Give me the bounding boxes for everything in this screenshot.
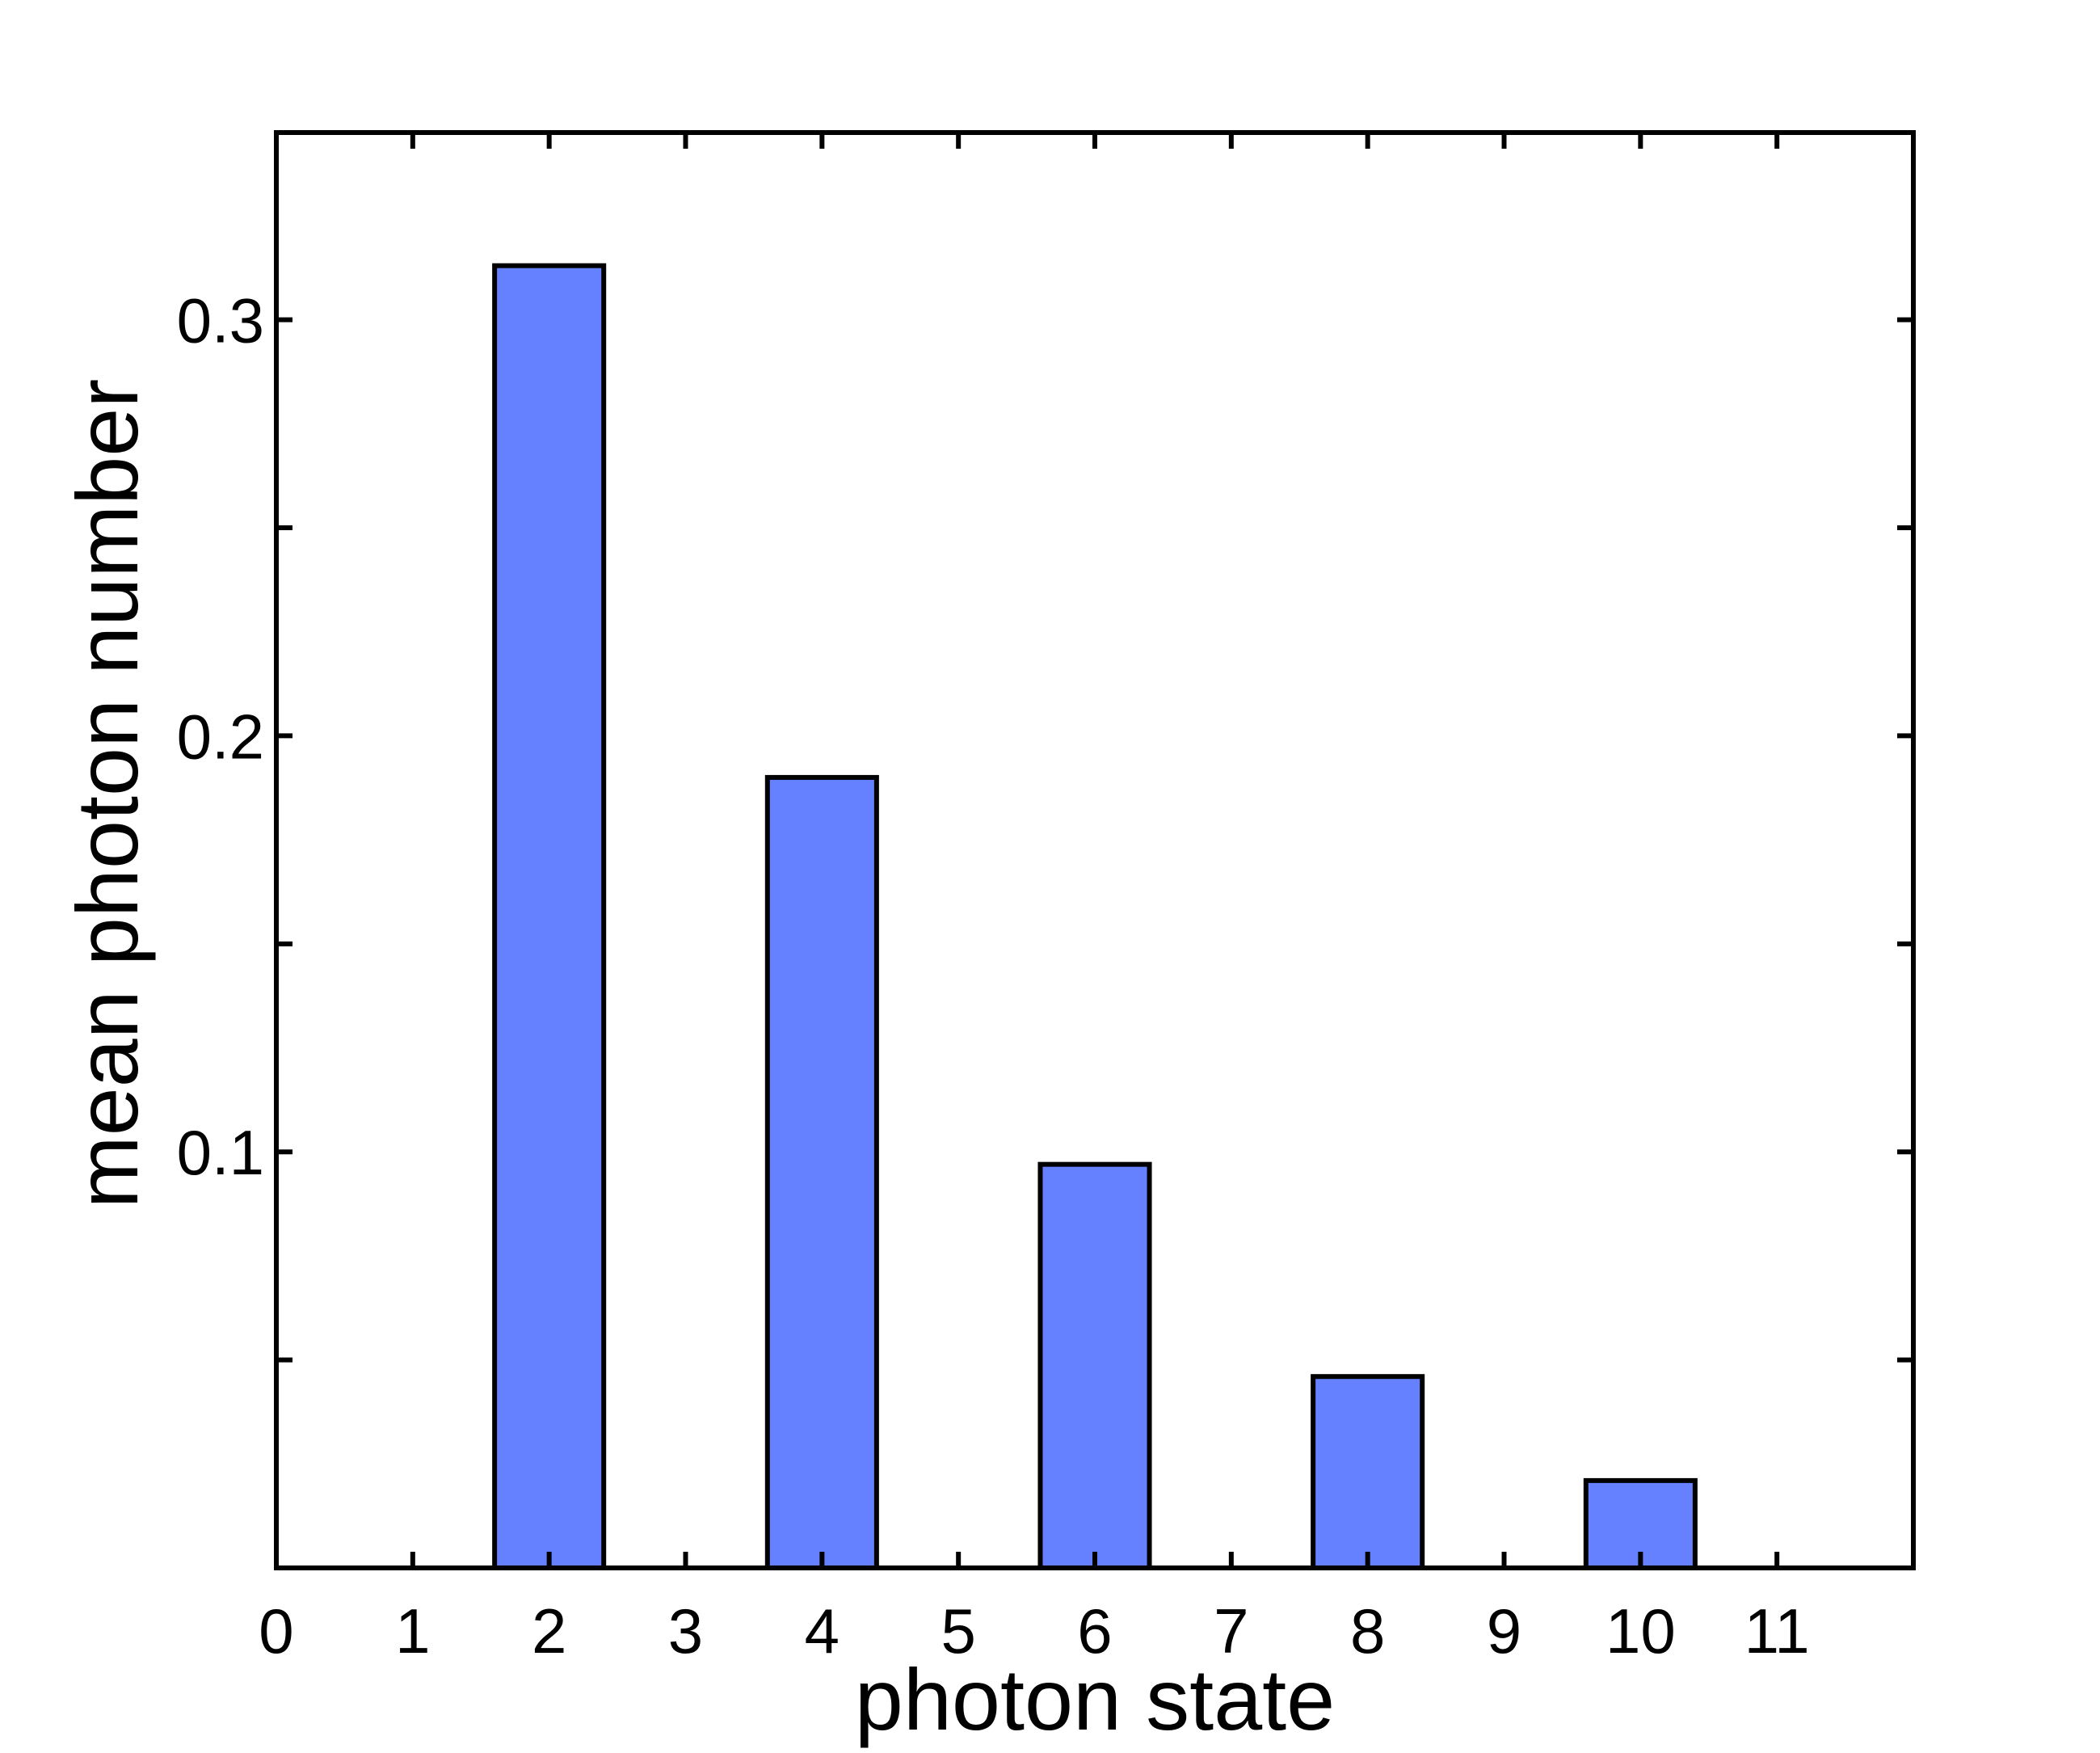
y-tick-label: 0.2 xyxy=(177,701,264,772)
x-tick-label: 6 xyxy=(1077,1595,1112,1667)
x-tick-label: 11 xyxy=(1744,1595,1810,1667)
x-tick-label: 1 xyxy=(395,1595,430,1667)
x-tick-label: 0 xyxy=(259,1595,293,1667)
x-tick-label: 4 xyxy=(805,1595,840,1667)
bar-state-8 xyxy=(1311,1374,1425,1570)
y-tick-labels: 0.1 0.2 0.3 xyxy=(177,285,264,1189)
y-tick-label: 0.3 xyxy=(177,285,264,356)
bar-state-2 xyxy=(492,263,607,1570)
x-tick-label: 8 xyxy=(1350,1595,1385,1667)
x-tick-label: 2 xyxy=(532,1595,566,1667)
x-axis-title: photon state xyxy=(855,1650,1335,1748)
bar-state-6 xyxy=(1037,1161,1152,1571)
x-tick-label: 7 xyxy=(1214,1595,1248,1667)
x-tick-label: 5 xyxy=(941,1595,975,1667)
y-axis-title: mean photon number xyxy=(58,379,156,1209)
y-tick-label: 0.1 xyxy=(177,1117,264,1188)
plot-frame xyxy=(274,130,1916,1570)
bars-group xyxy=(492,263,1698,1571)
x-tick-label: 3 xyxy=(668,1595,703,1667)
x-tick-labels: 0 1 2 3 4 5 6 7 8 9 10 11 xyxy=(259,1595,1809,1667)
x-tick-label: 9 xyxy=(1487,1595,1521,1667)
bar-state-4 xyxy=(764,774,879,1570)
x-tick-label: 10 xyxy=(1606,1595,1676,1667)
